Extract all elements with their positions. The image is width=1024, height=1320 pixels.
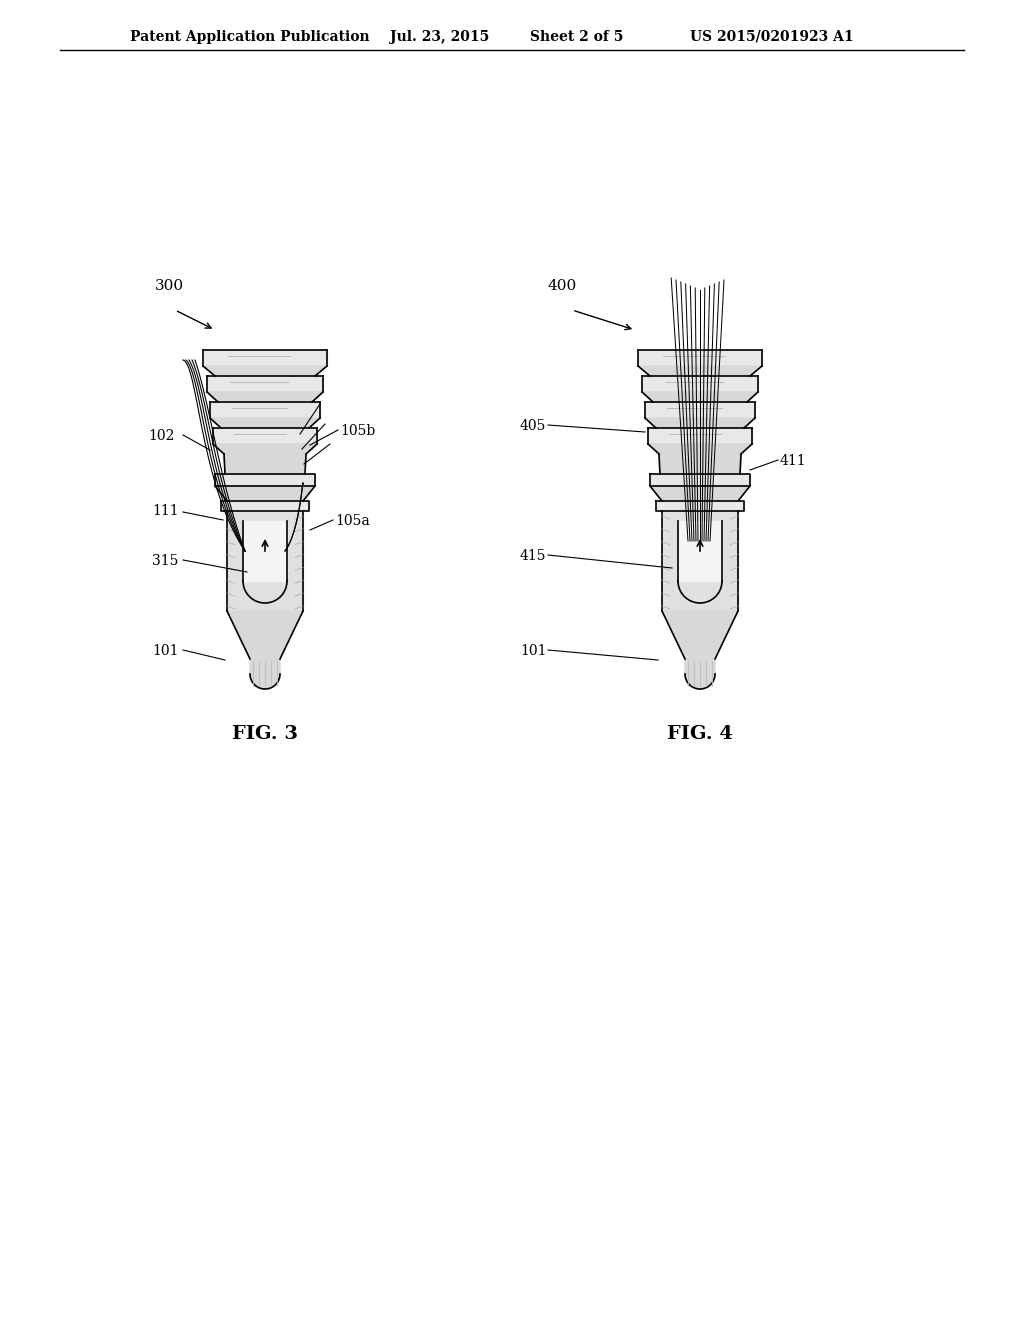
Text: 415: 415 [520,549,547,564]
Polygon shape [210,418,319,428]
Polygon shape [215,486,315,502]
Polygon shape [648,444,752,454]
Polygon shape [685,659,715,689]
Text: Sheet 2 of 5: Sheet 2 of 5 [530,30,624,44]
Text: Jul. 23, 2015: Jul. 23, 2015 [390,30,489,44]
Text: 411: 411 [780,454,807,469]
Text: 315: 315 [152,554,178,568]
Text: US 2015/0201923 A1: US 2015/0201923 A1 [690,30,854,44]
Polygon shape [250,659,280,689]
Text: 111: 111 [152,504,178,517]
Polygon shape [656,502,744,511]
Polygon shape [213,444,317,454]
Text: Patent Application Publication: Patent Application Publication [130,30,370,44]
Text: 105b: 105b [340,424,375,438]
Text: 400: 400 [548,279,578,293]
Polygon shape [645,418,755,428]
Text: FIG. 4: FIG. 4 [667,725,733,743]
Polygon shape [642,392,758,403]
Polygon shape [221,502,309,511]
Polygon shape [215,474,315,486]
Polygon shape [648,428,752,444]
Polygon shape [243,521,287,581]
Polygon shape [207,376,323,392]
Text: 101: 101 [520,644,547,657]
Polygon shape [207,392,323,403]
Text: 102: 102 [148,429,174,444]
Polygon shape [678,521,722,581]
Polygon shape [638,366,762,376]
Polygon shape [650,486,750,502]
Polygon shape [203,350,327,366]
Polygon shape [642,376,758,392]
Polygon shape [213,428,317,444]
Polygon shape [224,454,306,474]
Polygon shape [227,611,303,659]
Polygon shape [650,474,750,486]
Polygon shape [662,611,738,659]
Text: 105a: 105a [335,513,370,528]
Polygon shape [638,350,762,366]
Polygon shape [662,511,738,611]
Text: FIG. 3: FIG. 3 [232,725,298,743]
Polygon shape [645,403,755,418]
Text: 101: 101 [152,644,178,657]
Polygon shape [210,403,319,418]
Polygon shape [203,366,327,376]
Polygon shape [227,511,303,611]
Text: 300: 300 [155,279,184,293]
Text: 405: 405 [520,418,547,433]
Polygon shape [659,454,741,474]
